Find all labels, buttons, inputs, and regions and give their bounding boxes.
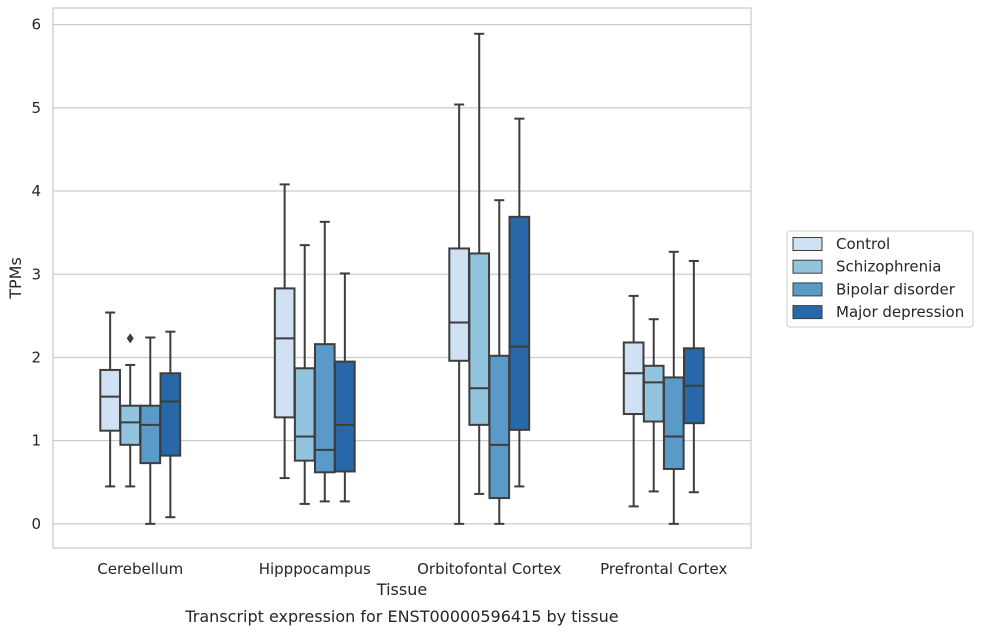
box-major-depression-0 — [159, 330, 182, 519]
y-axis-ticks: 0 1 2 3 4 5 6 — [31, 16, 41, 533]
box-control-2 — [448, 103, 470, 525]
y-tick-label: 0 — [31, 515, 41, 533]
box-major-depression-2 — [508, 117, 531, 488]
legend-label: Control — [836, 235, 890, 253]
x-tick-label: Orbitofontal Cortex — [417, 560, 561, 578]
y-axis-label: TPMs — [6, 257, 25, 300]
y-tick-label: 1 — [31, 432, 41, 450]
box-body — [99, 368, 121, 432]
box-body — [508, 215, 531, 431]
plot-frame — [52, 7, 752, 549]
box-control-3 — [622, 294, 645, 508]
legend-label: Major depression — [836, 303, 964, 321]
box-body — [139, 404, 162, 465]
box-control-1 — [273, 183, 296, 480]
y-tick-label: 4 — [31, 182, 41, 200]
box-body — [662, 376, 685, 470]
box-control-0 — [99, 311, 121, 488]
box-body — [468, 252, 491, 426]
box-body — [622, 341, 645, 416]
legend-swatch — [792, 259, 823, 274]
boxes-layer — [99, 32, 705, 525]
box-body — [119, 404, 142, 446]
x-tick-label: Prefrontal Cortex — [600, 560, 727, 578]
box-body — [334, 360, 356, 473]
box-body — [448, 247, 470, 362]
box-body — [293, 367, 316, 462]
x-tick-label: Cerebellum — [97, 560, 183, 578]
outlier-point — [126, 333, 134, 344]
box-schizophrenia-3 — [642, 318, 665, 493]
box-body — [159, 372, 182, 457]
box-body — [273, 287, 296, 419]
legend-swatch — [792, 237, 823, 251]
box-bipolar-disorder-1 — [313, 220, 336, 503]
box-major-depression-3 — [683, 259, 705, 494]
box-body — [488, 354, 511, 500]
legend-swatch — [792, 305, 823, 320]
box-schizophrenia-1 — [293, 244, 316, 505]
legend-swatch — [792, 282, 823, 297]
box-body — [642, 364, 665, 423]
box-bipolar-disorder-0 — [139, 336, 162, 525]
x-tick-label: Hipppocampus — [259, 560, 371, 578]
x-axis-label: Tissue — [376, 580, 427, 599]
x-axis-ticks: Cerebellum Hipppocampus Orbitofontal Corte… — [97, 560, 727, 578]
y-tick-label: 6 — [31, 16, 41, 34]
y-tick-label: 5 — [31, 99, 41, 117]
y-tick-label: 2 — [31, 348, 41, 366]
box-body — [313, 343, 336, 474]
legend: Control Schizophrenia Bipolar disorder Majo… — [786, 230, 974, 328]
chart-caption: Transcript expression for ENST0000059641… — [184, 607, 618, 626]
legend-frame — [786, 230, 974, 328]
legend-label: Schizophrenia — [836, 258, 941, 276]
legend-label: Bipolar disorder — [836, 280, 956, 298]
plot-area — [53, 8, 751, 548]
box-schizophrenia-2 — [468, 32, 491, 495]
box-major-depression-1 — [334, 272, 356, 503]
y-tick-label: 3 — [31, 265, 41, 283]
